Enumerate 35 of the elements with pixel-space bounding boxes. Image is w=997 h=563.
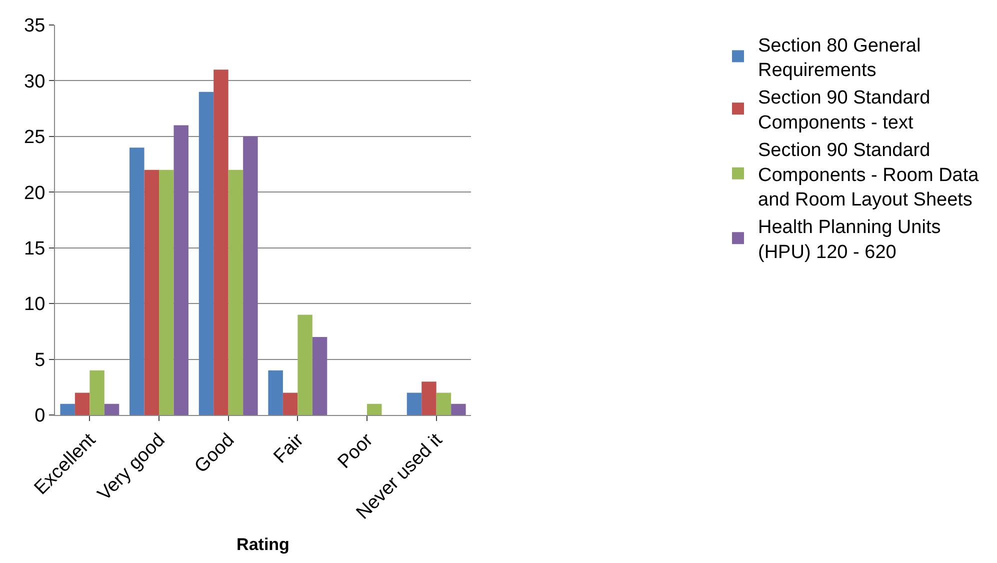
bar (451, 404, 466, 415)
bar (268, 370, 283, 415)
y-tick-label: 0 (34, 406, 46, 427)
bar (228, 170, 244, 415)
bar (159, 170, 174, 415)
legend-label: Section 80 General Requirements (758, 35, 921, 81)
bar (214, 70, 228, 415)
bar (60, 404, 75, 415)
bar (174, 125, 188, 415)
legend-label: Section 90 Standard Components - text (758, 88, 930, 134)
bar (90, 370, 104, 415)
bar (298, 314, 312, 415)
bar (144, 170, 159, 415)
bar (243, 136, 258, 415)
bar (198, 92, 214, 415)
y-tick-label: 20 (24, 182, 46, 204)
x-tick-label: Fair (270, 429, 308, 468)
bar (436, 392, 452, 415)
y-tick-label: 5 (34, 350, 46, 371)
legend-label: Health Planning Units (HPU) 120 - 620 (758, 217, 941, 263)
y-tick-label: 35 (24, 16, 46, 37)
bar (422, 382, 436, 415)
bar (282, 392, 298, 415)
y-tick-label: 25 (24, 127, 46, 148)
bar (367, 404, 382, 415)
y-tick-label: 15 (24, 238, 46, 260)
bar (104, 404, 120, 415)
y-tick-label: 10 (24, 294, 46, 316)
y-tick-label: 30 (24, 71, 46, 92)
bar (312, 337, 328, 415)
bar (130, 148, 144, 415)
legend-label: Section 90 Standard Components - Room Data and Room Layout Sheets (758, 140, 980, 210)
x-axis-title: Rating (236, 535, 290, 554)
bar (74, 392, 90, 415)
bar (406, 392, 422, 415)
